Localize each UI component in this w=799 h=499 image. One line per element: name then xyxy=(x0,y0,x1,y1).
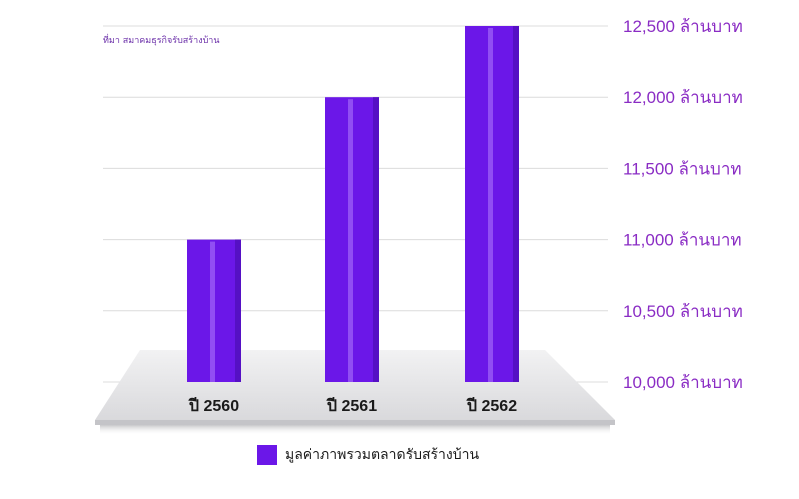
x-tick-label: ปี 2561 xyxy=(325,396,377,415)
y-tick-label: 12,500 ล้านบาท xyxy=(623,17,743,36)
x-tick-label: ปี 2560 xyxy=(187,396,239,415)
bar-edge xyxy=(235,239,241,382)
bar-highlight xyxy=(488,28,493,382)
legend-label: มูลค่าภาพรวมตลาดรับสร้างบ้าน xyxy=(285,447,480,463)
bars xyxy=(187,26,519,382)
source-note: ที่มา สมาคมธุรกิจรับสร้างบ้าน xyxy=(103,36,220,46)
legend: มูลค่าภาพรวมตลาดรับสร้างบ้าน xyxy=(257,444,479,466)
bar-highlight xyxy=(348,99,353,382)
bar xyxy=(465,26,519,382)
bar-highlight xyxy=(210,241,215,382)
legend-swatch xyxy=(257,445,277,465)
x-tick-label: ปี 2562 xyxy=(465,396,517,415)
y-axis-labels: 10,000 ล้านบาท 10,500 ล้านบาท 11,000 ล้านบ… xyxy=(623,17,743,392)
y-tick-label: 11,500 ล้านบาท xyxy=(623,159,742,178)
bar xyxy=(187,239,241,382)
bar xyxy=(325,97,379,382)
bar-edge xyxy=(373,97,379,382)
x-axis-labels: ปี 2560 ปี 2561 ปี 2562 xyxy=(187,396,517,415)
platform-shadow xyxy=(100,425,610,435)
y-tick-label: 11,000 ล้านบาท xyxy=(623,231,742,250)
y-tick-label: 10,500 ล้านบาท xyxy=(623,302,743,321)
y-tick-label: 10,000 ล้านบาท xyxy=(623,373,743,392)
y-tick-label: 12,000 ล้านบาท xyxy=(623,88,743,107)
bar-edge xyxy=(513,26,519,382)
platform-edge xyxy=(95,420,615,425)
